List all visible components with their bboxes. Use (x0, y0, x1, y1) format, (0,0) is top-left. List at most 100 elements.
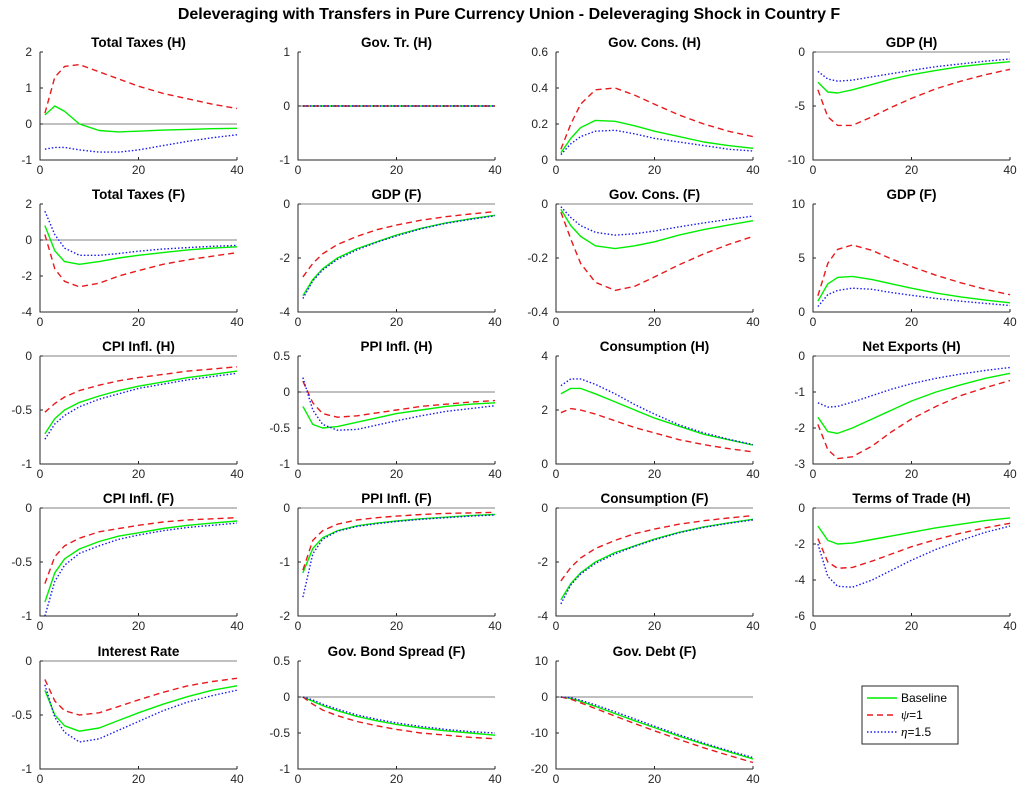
axis-lines (555, 356, 753, 465)
x-tick-label: 0 (295, 467, 302, 481)
x-tick-label: 40 (746, 315, 760, 329)
y-tick-label: 1 (283, 45, 290, 59)
y-tick-label: 0 (541, 197, 548, 211)
y-tick-label: 2 (25, 197, 32, 211)
chart-panel: Gov. Cons. (H) 0 0.2 0.4 0.6 0 20 40 (531, 35, 760, 177)
series-line (817, 244, 1011, 297)
x-tick-label: 40 (230, 163, 244, 177)
x-tick-label: 0 (37, 619, 44, 633)
panel-title: Consumption (F) (601, 491, 709, 506)
x-tick-label: 40 (230, 315, 244, 329)
chart-panel: Terms of Trade (H) -6 -4 -2 0 0 20 40 (794, 491, 1017, 633)
y-tick-label: 0 (25, 501, 32, 515)
series-line (817, 366, 1011, 408)
y-tick-label: -3 (794, 457, 805, 471)
x-tick-label: 20 (132, 163, 146, 177)
y-tick-label: 0 (25, 654, 32, 668)
panel-title: Gov. Cons. (H) (608, 35, 701, 50)
y-tick-label: 4 (541, 349, 548, 363)
panel-title: CPI Infl. (F) (103, 491, 174, 506)
series-line (302, 696, 496, 740)
x-tick-label: 20 (390, 163, 404, 177)
panel-title: Consumption (H) (600, 339, 709, 354)
y-tick-label: 0.5 (273, 349, 290, 363)
y-tick-label: 2 (25, 45, 32, 59)
series-line (44, 225, 238, 265)
y-tick-label: -0.5 (11, 708, 32, 722)
y-tick-label: -0.5 (269, 421, 290, 435)
x-tick-label: 40 (230, 619, 244, 633)
series-line (817, 517, 1011, 545)
x-tick-label: 40 (488, 163, 502, 177)
x-tick-label: 40 (488, 772, 502, 786)
series-line (560, 514, 754, 582)
series-line (44, 677, 238, 716)
y-tick-label: 0.2 (531, 117, 548, 131)
series-line (817, 275, 1011, 304)
y-tick-label: 0 (283, 690, 290, 704)
y-tick-label: -5 (794, 99, 805, 113)
y-tick-label: 0 (283, 197, 290, 211)
x-tick-label: 0 (553, 772, 560, 786)
series-line (44, 134, 238, 153)
series-line (560, 87, 754, 150)
panel-title: PPI Infl. (F) (361, 491, 432, 506)
axis-lines (555, 52, 753, 161)
series-line (44, 234, 238, 288)
x-tick-label: 40 (1003, 163, 1017, 177)
x-tick-label: 0 (810, 163, 817, 177)
series-line (44, 517, 238, 584)
panel-title: Net Exports (H) (862, 339, 960, 354)
series-line (44, 366, 238, 413)
x-tick-label: 40 (746, 619, 760, 633)
legend-label: Baseline (901, 691, 947, 705)
x-tick-label: 20 (905, 467, 919, 481)
chart-panel: Gov. Bond Spread (F) -1 -0.5 0 0.5 0 20 40 (269, 644, 502, 786)
series-line (302, 402, 496, 429)
y-tick-label: -10 (531, 726, 549, 740)
chart-panel: Interest Rate -1 -0.5 0 0 20 40 (11, 644, 244, 786)
panel-title: GDP (F) (887, 187, 937, 202)
chart-panel: Net Exports (H) -3 -2 -1 0 0 20 40 (794, 339, 1017, 481)
series-line (44, 520, 238, 603)
series-line (44, 210, 238, 257)
chart-panel: Gov. Debt (F) -20 -10 0 10 0 20 40 (531, 644, 760, 786)
x-tick-label: 20 (132, 772, 146, 786)
figure-title: Deleveraging with Transfers in Pure Curr… (178, 6, 841, 23)
x-tick-label: 20 (390, 315, 404, 329)
y-tick-label: 0 (283, 385, 290, 399)
y-tick-label: 0 (283, 99, 290, 113)
x-tick-label: 0 (810, 619, 817, 633)
y-tick-label: -6 (794, 609, 805, 623)
panel-title: Gov. Bond Spread (F) (328, 644, 466, 659)
series-line (302, 696, 496, 734)
y-tick-label: 0.6 (531, 45, 548, 59)
axis-lines (812, 508, 1010, 617)
series-line (302, 514, 496, 598)
x-tick-label: 0 (810, 315, 817, 329)
series-line (817, 61, 1011, 94)
y-tick-label: -1 (21, 457, 32, 471)
x-tick-label: 20 (648, 163, 662, 177)
x-tick-label: 20 (905, 163, 919, 177)
panel-title: CPI Infl. (H) (102, 339, 175, 354)
x-tick-label: 40 (230, 467, 244, 481)
x-tick-label: 20 (648, 315, 662, 329)
y-tick-label: -1 (21, 762, 32, 776)
chart-panel: Consumption (F) -4 -2 0 0 20 40 (537, 491, 760, 633)
axis-lines (39, 52, 237, 161)
y-tick-label: 5 (798, 251, 805, 265)
series-line (302, 380, 496, 418)
chart-panel: CPI Infl. (H) -1 -0.5 0 0 20 40 (11, 339, 244, 481)
axis-lines (39, 356, 237, 465)
x-tick-label: 0 (553, 163, 560, 177)
series-line (302, 215, 496, 299)
series-line (560, 129, 754, 156)
x-tick-label: 40 (746, 163, 760, 177)
legend-label: ψ=1 (901, 707, 923, 722)
series-line (817, 372, 1011, 435)
series-line (560, 211, 754, 292)
